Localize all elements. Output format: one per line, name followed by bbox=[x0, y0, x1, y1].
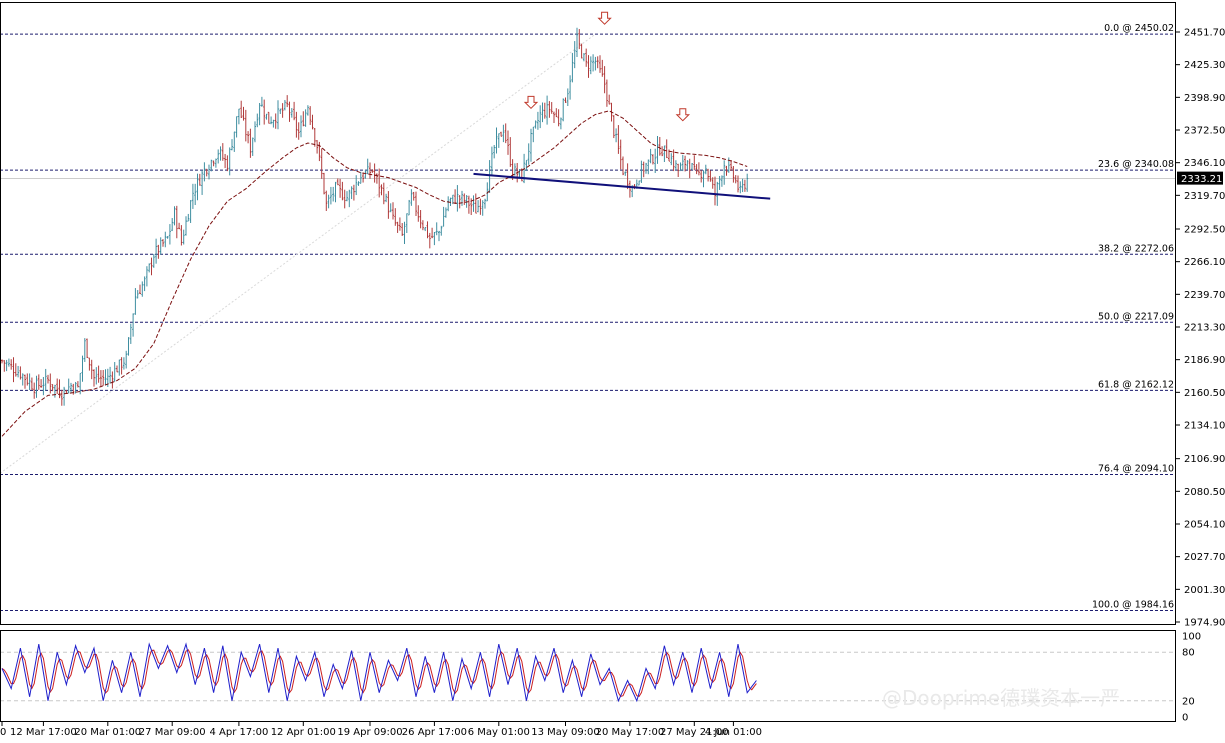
y-tick-label: 2213.30 bbox=[1184, 323, 1225, 334]
y-tick-label: 2319.70 bbox=[1184, 191, 1225, 202]
fib-level-label: 0.0 @ 2450.02 bbox=[1104, 23, 1174, 34]
x-tick-label: 26 Apr 17:00 bbox=[402, 727, 467, 738]
stochastic-signal-line bbox=[1, 649, 757, 697]
y-tick-label: 1974.90 bbox=[1184, 618, 1225, 629]
oscillator-tick-label: 0 bbox=[1182, 713, 1188, 724]
x-tick-label: 27 May 21:00 bbox=[660, 727, 729, 738]
fibonacci-levels: 0.0 @ 2450.02 23.6 @ 2340.08 38.2 @ 2272.0… bbox=[0, 23, 1176, 612]
y-tick-label: 2160.50 bbox=[1184, 388, 1225, 399]
x-tick-label: 19 Apr 09:00 bbox=[337, 727, 402, 738]
x-tick-label: 27 Mar 09:00 bbox=[139, 727, 206, 738]
y-tick-label: 2186.90 bbox=[1184, 355, 1225, 366]
down-arrow-marker bbox=[597, 11, 612, 25]
y-tick-label: 2372.50 bbox=[1184, 126, 1225, 137]
arrow-shape bbox=[523, 95, 539, 110]
stochastic-oscillator bbox=[0, 642, 1176, 703]
oscillator-tick-label: 100 bbox=[1182, 632, 1201, 643]
x-tick-label: 20 May 17:00 bbox=[596, 727, 665, 738]
y-tick-label: 2292.50 bbox=[1184, 224, 1225, 235]
current-price-label: 2333.21 bbox=[1181, 174, 1222, 185]
oscillator-tick-label: 80 bbox=[1182, 648, 1195, 659]
arrow-shape bbox=[597, 11, 612, 25]
x-tick-label: 0 bbox=[0, 727, 6, 738]
main-panel-frame bbox=[0, 2, 1176, 625]
y-tick-label: 2346.10 bbox=[1184, 158, 1225, 169]
fib-level-label: 50.0 @ 2217.09 bbox=[1098, 311, 1174, 322]
down-arrow-marker bbox=[523, 95, 539, 110]
x-tick-label: 13 May 09:00 bbox=[531, 727, 600, 738]
x-tick-label: 12 Apr 01:00 bbox=[271, 727, 336, 738]
x-tick-label: 20 Mar 01:00 bbox=[74, 727, 141, 738]
stochastic-main-line bbox=[1, 642, 757, 703]
y-tick-label: 2239.70 bbox=[1184, 290, 1225, 301]
neckline bbox=[473, 172, 771, 200]
y-tick-label: 2451.70 bbox=[1184, 28, 1225, 39]
candlestick-series bbox=[1, 27, 749, 406]
oscillator-panel-frame bbox=[0, 630, 1176, 722]
x-tick-label: 12 Mar 17:00 bbox=[10, 727, 77, 738]
y-tick-label: 2425.30 bbox=[1184, 60, 1225, 71]
fib-trend-line bbox=[0, 33, 596, 474]
watermark-text: @Dooprime德璞资本一严 bbox=[882, 686, 1121, 710]
y-tick-label: 2027.70 bbox=[1184, 552, 1225, 563]
current-price-tag bbox=[1177, 171, 1223, 185]
fib-level-label: 38.2 @ 2272.06 bbox=[1098, 243, 1174, 254]
fib-level-label: 100.0 @ 1984.16 bbox=[1092, 600, 1174, 611]
x-tick-label: 4 Jun 01:00 bbox=[705, 727, 762, 738]
y-tick-label: 2106.90 bbox=[1184, 454, 1225, 465]
arrow-markers bbox=[523, 11, 691, 122]
neckline-layer bbox=[473, 172, 771, 200]
moving-average-line bbox=[1, 110, 748, 437]
y-tick-label: 2080.50 bbox=[1184, 487, 1225, 498]
y-tick-label: 2054.10 bbox=[1184, 519, 1225, 530]
oscillator-tick-label: 20 bbox=[1182, 696, 1195, 707]
x-tick-label: 4 Apr 17:00 bbox=[209, 727, 268, 738]
fib-level-label: 76.4 @ 2094.10 bbox=[1098, 464, 1174, 475]
y-tick-label: 2266.10 bbox=[1184, 257, 1225, 268]
x-tick-label: 6 May 01:00 bbox=[468, 727, 530, 738]
moving-average-layer bbox=[1, 110, 748, 437]
fib-level-label: 23.6 @ 2340.08 bbox=[1098, 159, 1174, 170]
y-tick-label: 2134.10 bbox=[1184, 421, 1225, 432]
trendline-layer bbox=[0, 33, 596, 474]
y-tick-label: 2398.90 bbox=[1184, 93, 1225, 104]
arrow-shape bbox=[675, 108, 691, 122]
down-arrow-marker bbox=[675, 108, 691, 122]
fib-level-label: 61.8 @ 2162.12 bbox=[1098, 379, 1174, 390]
y-tick-label: 2001.30 bbox=[1184, 585, 1225, 596]
